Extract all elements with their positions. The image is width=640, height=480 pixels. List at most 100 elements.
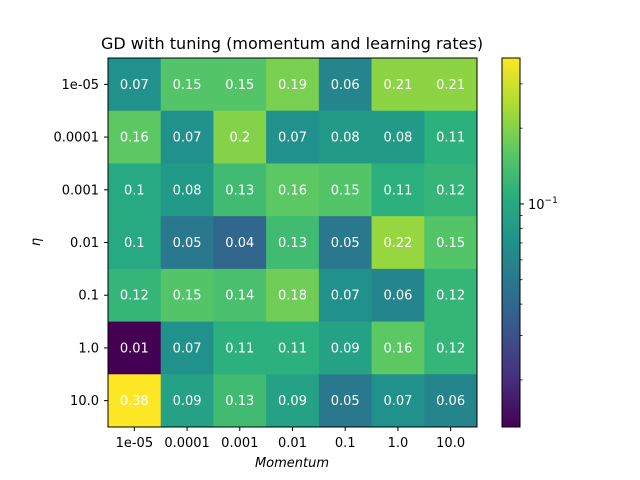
cell-value-label: 0.12 (436, 183, 465, 198)
y-tick-label: 0.001 (62, 183, 99, 198)
heatmap-cell (160, 58, 214, 112)
heatmap-cell (371, 58, 425, 112)
colorbar-frame (501, 57, 521, 428)
heatmap-cell (160, 374, 214, 428)
y-axis-title: η (29, 238, 44, 246)
cell-value-label: 0.16 (278, 183, 307, 198)
heatmap-cell (213, 268, 267, 323)
heatmap-cell (424, 163, 478, 217)
cell-value-label: 0.1 (124, 236, 145, 251)
heatmap-cell (213, 58, 267, 112)
cell-value-label: 0.09 (278, 394, 307, 409)
heatmap-cell (424, 110, 478, 164)
cell-value-label: 0.05 (173, 236, 202, 251)
heatmap-cell (266, 374, 320, 428)
heatmap-cell (266, 268, 320, 323)
y-tick-label: 1e-05 (61, 78, 99, 93)
heatmap-cell (160, 110, 214, 164)
cell-value-label: 0.15 (436, 236, 465, 251)
heatmap-cell (371, 268, 425, 323)
heatmap-cell (213, 216, 267, 270)
cell-value-label: 0.13 (278, 236, 307, 251)
cell-value-label: 0.07 (173, 341, 202, 356)
cell-value-label: 0.08 (173, 183, 202, 198)
y-tick-label: 0.01 (70, 236, 99, 251)
heatmap-cell (318, 163, 373, 217)
cell-value-label: 0.11 (278, 341, 307, 356)
y-axis: 1e-05 0.0001 0.001 0.01 0.1 1.0 10.0 (54, 78, 108, 409)
cell-value-label: 0.15 (173, 78, 202, 93)
cell-value-label: 0.07 (120, 78, 149, 93)
cell-value-label: 0.1 (124, 183, 145, 198)
heatmap-cell (424, 216, 478, 270)
heatmap-cell (424, 374, 478, 428)
cell-value-label: 0.07 (278, 131, 307, 146)
cell-value-label: 0.05 (331, 236, 360, 251)
cell-value-label: 0.08 (331, 131, 360, 146)
heatmap-cell (266, 321, 320, 375)
cell-value-label: 0.15 (225, 78, 254, 93)
heatmap-cell (371, 321, 425, 375)
colorbar-gradient (502, 58, 520, 427)
heatmap-cells: 0.07 0.15 0.15 0.19 0.06 0.21 0.21 0.16 0.07 0.2 0… (108, 58, 478, 428)
heatmap-cell (318, 321, 373, 375)
heatmap-cell (424, 268, 478, 323)
heatmap-cell (266, 58, 320, 112)
heatmap-cell (318, 58, 373, 112)
cell-value-label: 0.06 (331, 78, 360, 93)
y-tick-label: 0.0001 (54, 131, 100, 146)
y-tick-label: 0.1 (78, 289, 99, 304)
heatmap-cell (160, 216, 214, 270)
cell-value-label: 0.07 (331, 289, 360, 304)
cell-value-label: 0.18 (278, 289, 307, 304)
cell-value-label: 0.09 (331, 341, 360, 356)
heatmap-cell (424, 58, 478, 112)
cell-value-label: 0.06 (436, 394, 465, 409)
heatmap-cell (266, 163, 320, 217)
heatmap-cell (160, 268, 214, 323)
heatmap-cell (108, 321, 162, 375)
x-axis: 1e-05 0.0001 0.001 0.01 0.1 1.0 10.0 (116, 427, 465, 451)
cell-value-label: 0.08 (383, 131, 412, 146)
x-tick-label: 10.0 (436, 436, 465, 451)
y-tick-label: 10.0 (70, 394, 99, 409)
heatmap-cell (108, 58, 162, 112)
cell-value-label: 0.38 (120, 394, 149, 409)
cell-value-label: 0.12 (120, 289, 149, 304)
heatmap-cell (371, 216, 425, 270)
cell-value-label: 0.12 (436, 289, 465, 304)
heatmap-cell (371, 163, 425, 217)
cell-value-label: 0.15 (331, 183, 360, 198)
heatmap-cell (108, 163, 162, 217)
cell-value-label: 0.21 (436, 78, 465, 93)
cell-value-label: 0.04 (225, 236, 254, 251)
x-axis-title: Momentum (255, 456, 329, 471)
cell-value-label: 0.16 (383, 341, 412, 356)
heatmap-cell (371, 374, 425, 428)
cell-value-label: 0.21 (383, 78, 412, 93)
x-tick-label: 0.0001 (164, 436, 210, 451)
cell-value-label: 0.11 (383, 183, 412, 198)
cell-value-label: 0.06 (383, 289, 412, 304)
x-tick-label: 0.01 (278, 436, 307, 451)
cell-value-label: 0.05 (331, 394, 360, 409)
heatmap-cell (371, 110, 425, 164)
heatmap-cell (108, 374, 162, 428)
heatmap-cell (318, 216, 373, 270)
x-tick-label: 0.001 (221, 436, 258, 451)
heatmap-cell (424, 321, 478, 375)
cell-value-label: 0.16 (120, 131, 149, 146)
cell-value-label: 0.09 (173, 394, 202, 409)
cell-value-label: 0.2 (229, 131, 250, 146)
heatmap-cell (213, 374, 267, 428)
x-tick-label: 1.0 (388, 436, 409, 451)
colorbar: 10−1 (501, 57, 558, 428)
heatmap-cell (318, 268, 373, 323)
heatmap-cell (160, 163, 214, 217)
heatmap-cell (213, 110, 267, 164)
heatmap-cell (318, 374, 373, 428)
cell-value-label: 0.13 (225, 394, 254, 409)
cell-value-label: 0.07 (383, 394, 412, 409)
cell-value-label: 0.13 (225, 183, 254, 198)
